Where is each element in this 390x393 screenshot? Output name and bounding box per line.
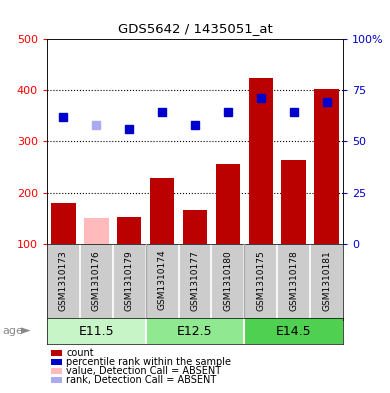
- Bar: [282, 160, 306, 244]
- Text: GSM1310177: GSM1310177: [190, 250, 200, 310]
- Text: count: count: [66, 347, 94, 358]
- Bar: [150, 178, 174, 244]
- Text: GSM1310180: GSM1310180: [223, 250, 232, 310]
- Text: value, Detection Call = ABSENT: value, Detection Call = ABSENT: [66, 365, 222, 376]
- Text: E11.5: E11.5: [78, 325, 114, 338]
- Text: GSM1310176: GSM1310176: [92, 250, 101, 310]
- Text: GSM1310175: GSM1310175: [256, 250, 265, 310]
- Text: E12.5: E12.5: [177, 325, 213, 338]
- Text: GSM1310181: GSM1310181: [322, 250, 331, 310]
- Bar: [47, 318, 145, 344]
- Bar: [183, 210, 207, 244]
- Title: GDS5642 / 1435051_at: GDS5642 / 1435051_at: [118, 22, 272, 35]
- Bar: [51, 203, 76, 244]
- Bar: [314, 89, 339, 244]
- Text: age: age: [2, 326, 23, 336]
- Bar: [84, 218, 108, 244]
- Text: GSM1310174: GSM1310174: [158, 250, 167, 310]
- Text: GSM1310178: GSM1310178: [289, 250, 298, 310]
- Text: ►: ►: [21, 325, 31, 338]
- Text: rank, Detection Call = ABSENT: rank, Detection Call = ABSENT: [66, 375, 216, 385]
- Bar: [216, 164, 240, 244]
- Bar: [245, 318, 343, 344]
- Bar: [117, 217, 142, 244]
- Text: GSM1310179: GSM1310179: [125, 250, 134, 310]
- Text: GSM1310173: GSM1310173: [59, 250, 68, 310]
- Bar: [248, 77, 273, 244]
- Text: E14.5: E14.5: [276, 325, 312, 338]
- Bar: [145, 318, 245, 344]
- Text: percentile rank within the sample: percentile rank within the sample: [66, 356, 231, 367]
